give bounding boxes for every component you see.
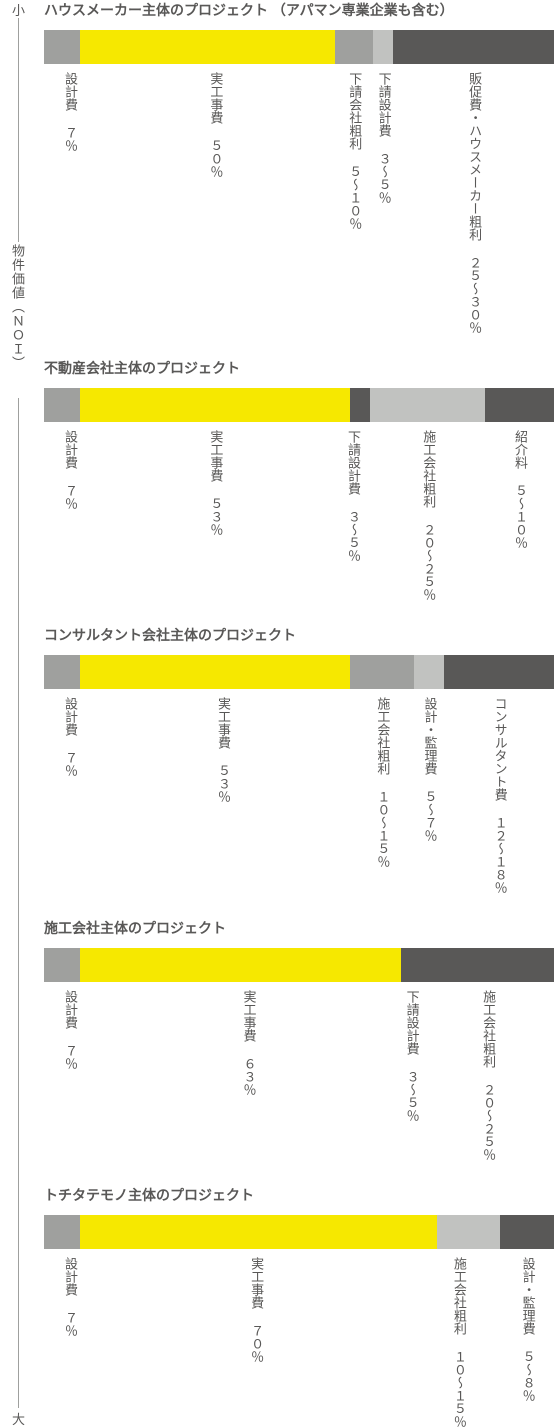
label-slot: 施工会社粗利 １０～１５％ (416, 1257, 500, 1428)
bar-segment (421, 948, 554, 982)
label-slot: 紹介料 ５～１０％ (485, 430, 554, 601)
bar-segment (80, 1215, 437, 1249)
labels-row: 設計費 ７％ 実工事費 ５３％ 施工会社粗利 １０～１５％ 設計・監理費 ５～７％ コン… (44, 697, 554, 894)
segment-label: 設計・監理費 ５～７％ (422, 697, 437, 894)
chart-block: ハウスメーカー主体のプロジェクト （アパマン専業企業も含む） 設計費 ７％ 実工事費… (44, 0, 554, 334)
chart-area: ハウスメーカー主体のプロジェクト （アパマン専業企業も含む） 設計費 ７％ 実工事費… (44, 0, 554, 1428)
axis-line-upper (18, 18, 19, 242)
label-slot: 実工事費 ５３％ (95, 430, 335, 601)
segment-label: 設計費 ７％ (62, 697, 77, 894)
label-slot: 設計費 ７％ (44, 430, 95, 601)
label-slot: 施工会社粗利 ２０～２５％ (370, 430, 485, 601)
segment-label: 施工会社粗利 ２０～２５％ (480, 990, 495, 1161)
axis-label-mid: 物件価値（ＮＯＩ） (8, 244, 27, 370)
label-slot: 実工事費 ６３％ (95, 990, 401, 1161)
chart-block: トチタテモノ主体のプロジェクト設計費 ７％ 実工事費 ７０％ 施工会社粗利 １０～１… (44, 1185, 554, 1428)
bar-segment (373, 30, 393, 64)
bar-segment (80, 388, 350, 422)
bar-segment (80, 30, 335, 64)
bar-segment (44, 388, 80, 422)
label-slot: 下請設計費 ３～５％ (401, 990, 421, 1161)
label-slot: 下請会社粗利 ５～１０％ (335, 72, 373, 334)
labels-row: 設計費 ７％ 実工事費 ５０％ 下請会社粗利 ５～１０％ 下請設計費 ３～５％ 販促費・… (44, 72, 554, 334)
chart-block: コンサルタント会社主体のプロジェクト設計費 ７％ 実工事費 ５３％ 施工会社粗利 １… (44, 625, 554, 894)
label-slot: 設計・監理費 ５～７％ (414, 697, 445, 894)
bar-segment (437, 1215, 501, 1249)
stacked-bar (44, 388, 554, 422)
bar-segment (44, 30, 80, 64)
bar-segment (80, 655, 350, 689)
bar-segment (393, 30, 554, 64)
segment-label: 施工会社粗利 １０～１５％ (374, 697, 389, 894)
label-slot: 実工事費 ７０％ (95, 1257, 416, 1428)
segment-label: 設計・監理費 ５～８％ (520, 1257, 535, 1428)
segment-label: 施工会社粗利 ２０～２５％ (420, 430, 435, 601)
label-slot: 下請設計費 ３～５％ (335, 430, 371, 601)
segment-label: 実工事費 ５０％ (207, 72, 222, 334)
segment-label: 実工事費 ５３％ (215, 697, 230, 894)
label-slot: 施工会社粗利 １０～１５％ (350, 697, 414, 894)
segment-label: 実工事費 ５３％ (207, 430, 222, 601)
label-slot: 実工事費 ５０％ (95, 72, 335, 334)
axis-label-small: 小 (12, 0, 25, 19)
segment-label: 下請設計費 ３～５％ (376, 72, 391, 334)
y-axis: 小 物件価値（ＮＯＩ） 大 (4, 0, 32, 1428)
segment-label: 施工会社粗利 １０～１５％ (451, 1257, 466, 1428)
chart-title: コンサルタント会社主体のプロジェクト (44, 625, 554, 645)
label-slot: 設計費 ７％ (44, 697, 95, 894)
bar-segment (444, 655, 554, 689)
label-slot: 施工会社粗利 ２０～２５％ (421, 990, 554, 1161)
axis-label-large: 大 (12, 1409, 25, 1428)
segment-label: 下請会社粗利 ５～１０％ (346, 72, 361, 334)
label-slot: 実工事費 ５３％ (95, 697, 350, 894)
bar-segment (401, 948, 421, 982)
label-slot: 設計・監理費 ５～８％ (500, 1257, 554, 1428)
bar-segment (350, 655, 414, 689)
bar-segment (44, 1215, 80, 1249)
segment-label: 設計費 ７％ (62, 1257, 77, 1428)
label-slot: 設計費 ７％ (44, 990, 95, 1161)
stacked-bar (44, 30, 554, 64)
bar-segment (44, 948, 80, 982)
label-slot: コンサルタント費 １２～１８％ (444, 697, 554, 894)
bar-segment (370, 388, 485, 422)
bar-segment (485, 388, 554, 422)
segment-label: コンサルタント費 １２～１８％ (492, 697, 507, 894)
segment-label: 設計費 ７％ (62, 430, 77, 601)
segment-label: 実工事費 ７０％ (248, 1257, 263, 1428)
labels-row: 設計費 ７％ 実工事費 ６３％ 下請設計費 ３～５％ 施工会社粗利 ２０～２５％ (44, 990, 554, 1161)
stacked-bar (44, 655, 554, 689)
label-slot: 販促費・ハウスメーカー粗利 ２５～３０％ (393, 72, 554, 334)
chart-title: 施工会社主体のプロジェクト (44, 918, 554, 938)
segment-label: 販促費・ハウスメーカー粗利 ２５～３０％ (466, 72, 481, 334)
label-slot: 設計費 ７％ (44, 72, 95, 334)
label-slot: 設計費 ７％ (44, 1257, 95, 1428)
chart-title: ハウスメーカー主体のプロジェクト （アパマン専業企業も含む） (44, 0, 554, 20)
chart-title: 不動産会社主体のプロジェクト (44, 358, 554, 378)
bar-segment (335, 30, 373, 64)
labels-row: 設計費 ７％ 実工事費 ５３％ 下請設計費 ３～５％ 施工会社粗利 ２０～２５％ 紹介料… (44, 430, 554, 601)
bar-segment (44, 655, 80, 689)
segment-label: 下請設計費 ３～５％ (404, 990, 419, 1161)
segment-label: 設計費 ７％ (62, 990, 77, 1161)
segment-label: 設計費 ７％ (62, 72, 77, 334)
chart-block: 施工会社主体のプロジェクト設計費 ７％ 実工事費 ６３％ 下請設計費 ３～５％ 施工会… (44, 918, 554, 1161)
bar-segment (414, 655, 445, 689)
stacked-bar (44, 948, 554, 982)
segment-label: 実工事費 ６３％ (241, 990, 256, 1161)
bar-segment (80, 948, 401, 982)
labels-row: 設計費 ７％ 実工事費 ７０％ 施工会社粗利 １０～１５％ 設計・監理費 ５～８％ (44, 1257, 554, 1428)
bar-segment (350, 388, 370, 422)
label-slot: 下請設計費 ３～５％ (373, 72, 393, 334)
axis-line-lower (18, 398, 19, 1408)
chart-title: トチタテモノ主体のプロジェクト (44, 1185, 554, 1205)
bar-segment (500, 1215, 554, 1249)
chart-block: 不動産会社主体のプロジェクト設計費 ７％ 実工事費 ５３％ 下請設計費 ３～５％ 施工… (44, 358, 554, 601)
segment-label: 紹介料 ５～１０％ (512, 430, 527, 601)
segment-label: 下請設計費 ３～５％ (345, 430, 360, 601)
stacked-bar (44, 1215, 554, 1249)
